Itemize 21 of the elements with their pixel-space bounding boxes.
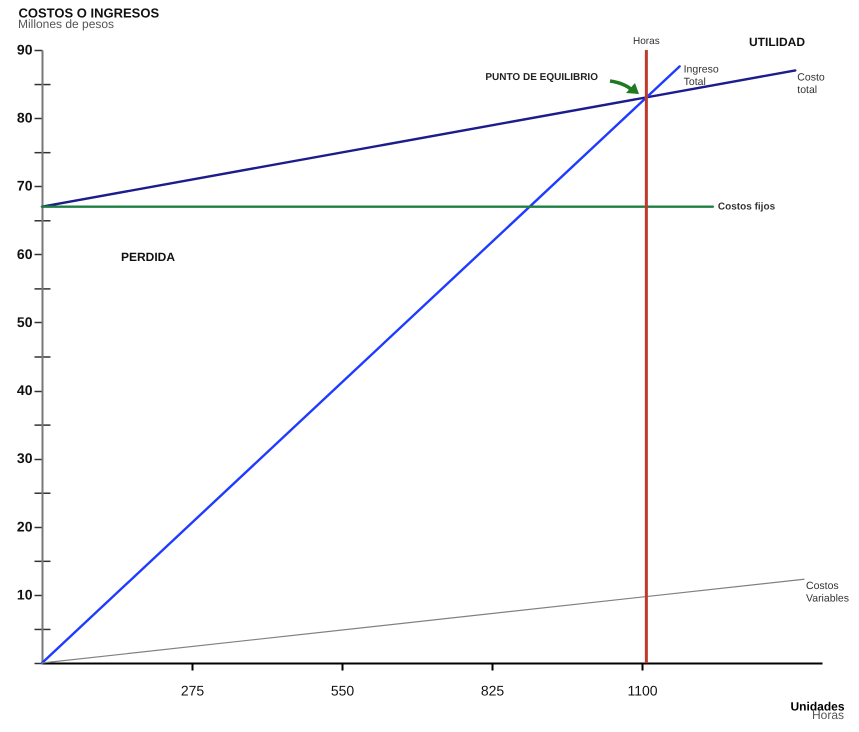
y-tick-label: 80 [16,110,33,126]
series-label: Costos Variables [806,580,849,605]
x-tick-label: 1100 [627,682,658,698]
y-tick-label: 50 [16,314,33,330]
x-tick-label: 825 [480,682,504,698]
y-tick-label: 70 [16,178,33,194]
series-label: Costos fijos [718,202,776,213]
y-tick-label: 40 [16,382,33,398]
x-tick-label: 275 [180,682,204,698]
series-label: Costo total [797,71,825,96]
y-tick-label: 20 [16,518,33,534]
text: UTILIDAD [749,35,806,49]
ref-line-label: Horas [633,36,660,47]
x-tick-label: 550 [330,682,354,698]
y-tick-label: 60 [16,246,33,262]
annotation: PUNTO DE EQUILIBRIO [485,72,598,83]
y-tick-label: 90 [16,42,33,58]
series-label: Ingreso Total [684,63,719,88]
annotation: PERDIDA [120,250,176,264]
y-tick-label: 10 [16,586,33,602]
y-tick-label: 30 [16,450,33,466]
